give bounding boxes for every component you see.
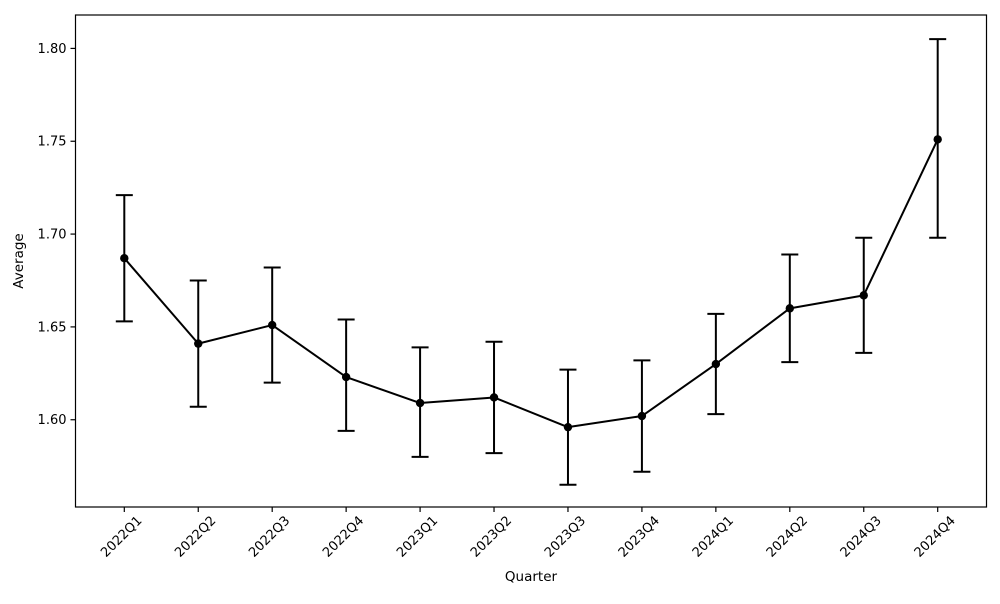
y-tick-label: 1.65 (38, 320, 67, 335)
x-tick-label: 2023Q2 (468, 513, 515, 560)
data-point (933, 135, 942, 144)
data-point (120, 254, 129, 263)
data-point (859, 291, 868, 300)
y-tick-label: 1.60 (38, 413, 67, 428)
data-point (489, 393, 499, 402)
data-point (194, 339, 203, 348)
x-axis: 2022Q1 2022Q2 2022Q3 2022Q4 2023Q1 2023Q2 2023… (98, 507, 959, 561)
data-point (711, 359, 721, 369)
x-tick-label: 2024Q3 (838, 513, 885, 560)
plot-area (74, 14, 988, 508)
x-tick-label: 2022Q3 (246, 513, 293, 560)
data-point (785, 304, 795, 313)
x-tick-label: 2024Q2 (764, 513, 811, 560)
x-tick-label: 2022Q2 (172, 513, 219, 560)
data-point (637, 411, 647, 421)
y-tick-label: 1.80 (38, 42, 67, 57)
data-point (341, 372, 351, 382)
x-tick-label: 2023Q4 (616, 513, 663, 560)
x-tick-label: 2022Q4 (320, 513, 367, 560)
x-tick-label: 2024Q1 (690, 513, 737, 560)
data-point (563, 422, 573, 432)
y-axis-label: Average (11, 233, 27, 288)
x-axis-label: Quarter (505, 569, 558, 585)
x-tick-label: 2023Q1 (394, 513, 441, 560)
y-axis: 1.60 1.65 1.70 1.75 1.80 (38, 42, 76, 428)
data-point (267, 320, 277, 330)
x-tick-label: 2023Q3 (542, 513, 589, 560)
x-tick-label: 2024Q4 (912, 513, 959, 560)
y-tick-label: 1.75 (38, 135, 67, 150)
y-tick-label: 1.70 (38, 228, 67, 243)
x-tick-label: 2022Q1 (98, 513, 145, 560)
data-point (415, 398, 425, 408)
data-line (123, 138, 939, 429)
data-points (120, 135, 942, 432)
